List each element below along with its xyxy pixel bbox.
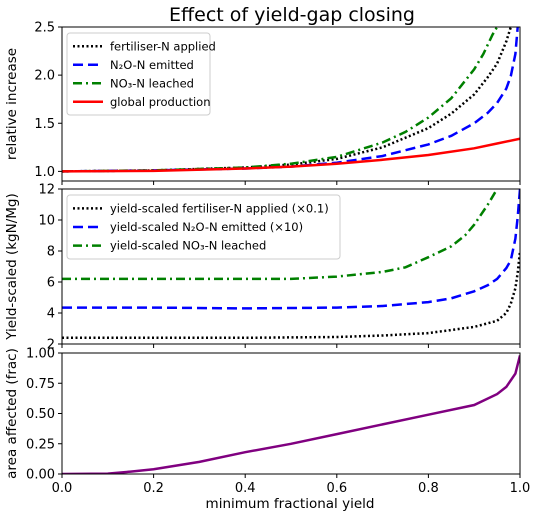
y-tick-label: 0.75 [26, 377, 55, 392]
legend-label-fert: fertiliser-N applied [110, 39, 216, 53]
axes-frame [61, 188, 521, 345]
series-line-no3 [62, 27, 499, 173]
x-tick-label: 1.0 [510, 481, 531, 496]
series-line-area [62, 355, 520, 474]
axes-frame [61, 352, 521, 475]
legend-box [66, 32, 211, 116]
y-tick-label: 2.5 [34, 21, 55, 36]
x-tick-label: 0.4 [235, 481, 256, 496]
y-axis-label: Yield-scaled (kgN/Mg) [4, 193, 20, 340]
legend-label-no3: NO₃-N leached [110, 76, 194, 90]
y-axis-label: area affected (frac) [4, 348, 20, 479]
y-tick-label: 1.5 [34, 117, 55, 132]
y-tick-label: 6 [47, 276, 55, 291]
y-tick-label: 12 [38, 183, 55, 198]
y-axis-label: relative increase [4, 48, 20, 160]
legend-label-ys_fert: yield-scaled fertiliser-N applied (×0.1) [110, 201, 329, 215]
legend-label-ys_no3: yield-scaled NO₃-N leached [110, 239, 266, 253]
legend: fertiliser-N applied N₂O-N emitted NO₃-N l… [66, 32, 216, 116]
panel-3: 0.00 0.25 0.50 0.75 1.00 0.0 0.2 0.4 0.6 0.8 1.0 ar… [4, 347, 530, 497]
x-tick-label: 0.8 [418, 481, 439, 496]
series-line-ys_n2o [62, 189, 520, 310]
y-tick-label: 0.00 [26, 468, 55, 483]
y-tick-label: 0.25 [26, 437, 55, 452]
panel-2: 2 4 6 8 10 12 Yield-scaled (kgN/Mg) yield-scale… [4, 183, 521, 353]
x-axis-label: minimum fractional yield [206, 496, 375, 512]
y-tick-label: 4 [47, 307, 55, 322]
y-tick-label: 8 [47, 245, 55, 260]
x-tick-label: 0.6 [326, 481, 347, 496]
x-tick-label: 0.2 [143, 481, 164, 496]
axes-frame [61, 26, 521, 182]
y-tick-label: 2 [47, 338, 55, 353]
y-tick-label: 2.0 [34, 69, 55, 84]
chart-title: Effect of yield-gap closing [169, 4, 415, 26]
legend-box [66, 194, 341, 260]
legend-label-n2o: N₂O-N emitted [110, 58, 194, 72]
y-tick-label: 0.50 [26, 407, 55, 422]
y-tick-label: 1.0 [34, 165, 55, 180]
series-line-ys_fert [62, 250, 520, 340]
legend-label-ys_n2o: yield-scaled N₂O-N emitted (×10) [110, 220, 303, 234]
panel-1: 1.0 1.5 2.0 2.5 relative increase fertiliser-… [4, 21, 521, 185]
series-line-ys_no3 [62, 189, 499, 281]
y-tick-label: 1.00 [26, 347, 55, 362]
series-line-prod [62, 137, 520, 173]
x-tick-label: 0.0 [52, 481, 73, 496]
legend-label-prod: global production [110, 95, 210, 109]
y-tick-label: 10 [38, 214, 55, 229]
legend: yield-scaled fertiliser-N applied (×0.1)… [66, 194, 341, 260]
